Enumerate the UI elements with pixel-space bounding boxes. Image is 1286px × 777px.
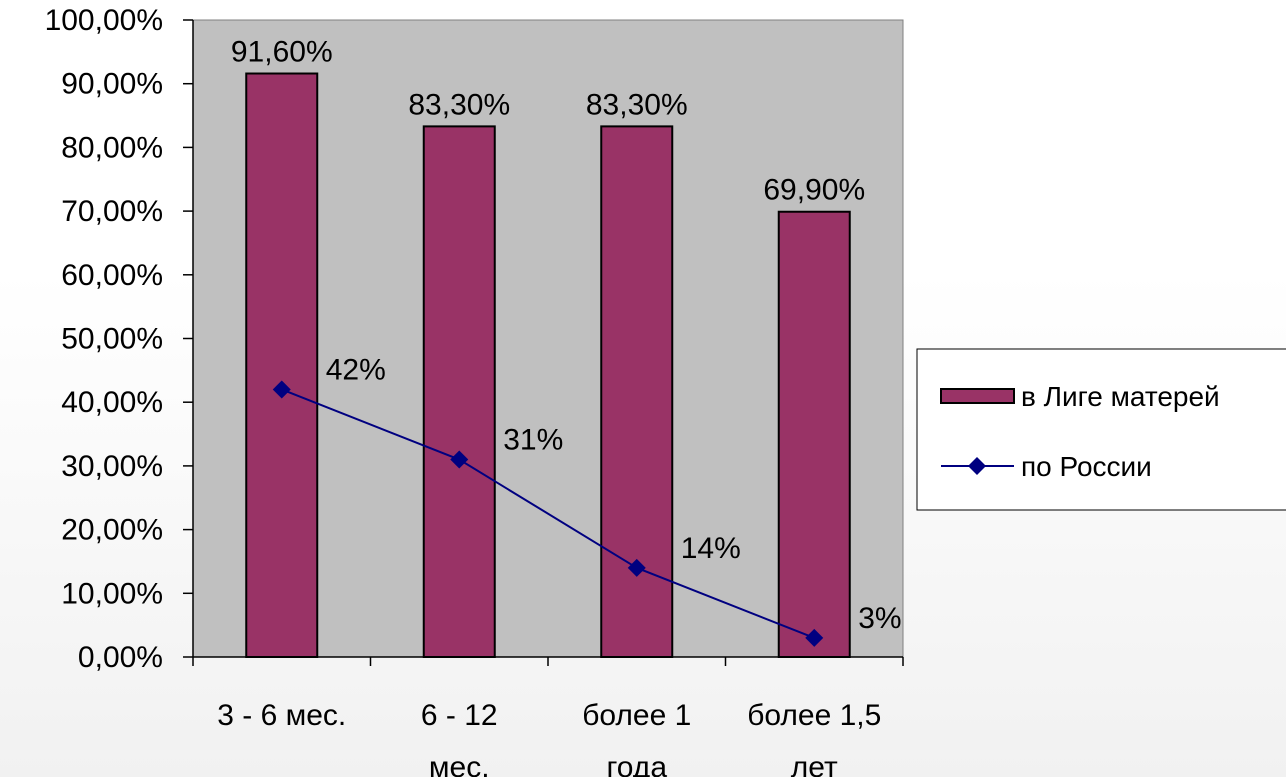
- x-axis-tick-labels: 3 - 6 мес. 6 - 12 мес. более 1 года более 1,5…: [217, 699, 881, 777]
- line-point-4: [805, 628, 824, 647]
- y-tick-label: 70,00%: [61, 195, 163, 228]
- legend-label-bar: в Лиге матерей: [1021, 381, 1220, 412]
- bar-data-label: 83,30%: [408, 88, 510, 121]
- legend-swatch-bar: [940, 388, 1015, 404]
- y-tick-label: 40,00%: [61, 386, 163, 419]
- legend-box: [916, 348, 1286, 511]
- y-tick-label: 0,00%: [78, 641, 163, 674]
- y-tick-label: 100,00%: [45, 4, 163, 37]
- line-point-2: [450, 450, 469, 469]
- bar-2: [422, 125, 496, 658]
- line-series: [272, 380, 824, 647]
- legend-swatch-marker: [968, 457, 986, 475]
- line-data-label: 14%: [681, 532, 741, 565]
- y-tick-label: 20,00%: [61, 514, 163, 547]
- bar-data-labels: 91,60% 83,30% 83,30% 69,90%: [231, 36, 865, 207]
- x-tick-label: 3 - 6 мес.: [217, 699, 346, 732]
- line-point-1: [272, 380, 291, 399]
- y-axis-tick-labels: 0,00% 10,00% 20,00% 30,00% 40,00% 50,00% 60,00…: [45, 4, 163, 674]
- line-data-labels: 42% 31% 14% 3%: [326, 353, 902, 634]
- y-tick-label: 50,00%: [61, 323, 163, 356]
- y-tick-label: 60,00%: [61, 259, 163, 292]
- y-tick-label: 80,00%: [61, 131, 163, 164]
- bar-data-label: 69,90%: [763, 174, 865, 207]
- x-tick-label: 6 - 12 мес.: [421, 699, 498, 777]
- y-tick-label: 90,00%: [61, 68, 163, 101]
- line-data-label: 31%: [503, 424, 563, 457]
- axes: [183, 19, 904, 666]
- legend-label-line: по России: [1021, 451, 1152, 482]
- legend: в Лиге матерей по России: [916, 348, 1286, 511]
- line-data-label: 3%: [858, 602, 901, 635]
- bar-4: [777, 210, 851, 658]
- x-tick-label: более 1 года: [582, 699, 691, 777]
- bar-series: [245, 72, 851, 659]
- line-point-3: [627, 558, 646, 577]
- bar-data-label: 83,30%: [586, 88, 688, 121]
- bar-data-label: 91,60%: [231, 36, 333, 69]
- x-tick-label: более 1,5 лет: [747, 699, 881, 777]
- y-tick-label: 10,00%: [61, 577, 163, 610]
- y-tick-label: 30,00%: [61, 450, 163, 483]
- bar-1: [245, 72, 319, 659]
- line-path: [281, 388, 815, 639]
- line-data-label: 42%: [326, 353, 386, 386]
